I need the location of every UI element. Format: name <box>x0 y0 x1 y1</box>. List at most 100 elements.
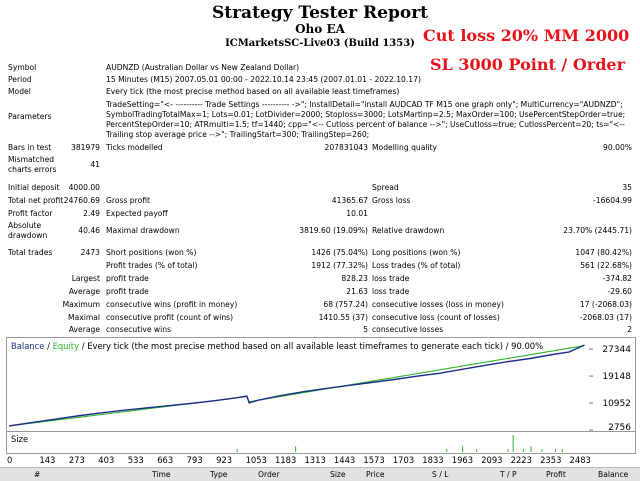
ltrades-label: Loss trades (% of total) <box>372 261 461 270</box>
x-tick-label: 663 <box>157 455 174 465</box>
mxl-label: consecutive loss (count of losses) <box>372 313 500 322</box>
mismatch-value: 41 <box>90 160 100 169</box>
chart-legend: Balance / Equity / Every tick (the most … <box>11 341 543 351</box>
size-bar <box>446 449 448 452</box>
grossloss-value: -16604.99 <box>593 196 632 205</box>
symbol-value: AUDNZD (Australian Dollar vs New Zealand… <box>106 63 300 72</box>
mcl-label: consecutive losses (loss in money) <box>372 300 504 309</box>
x-tick-label: 1053 <box>245 455 267 465</box>
lprofit-label: profit trade <box>106 274 149 283</box>
x-tick-label: 273 <box>68 455 85 465</box>
server-name: ICMarketsSC-Live03 (Build 1353) <box>225 38 415 49</box>
size-bar <box>236 449 238 452</box>
short-value: 1426 (75.04%) <box>311 248 368 257</box>
x-tick-label: 1443 <box>333 455 356 465</box>
col-tp: T / P <box>500 470 517 479</box>
mismatch-label: Mismatched charts errors <box>8 155 57 174</box>
ptrades-label: Profit trades (% of total) <box>106 261 198 270</box>
series-line-balance <box>8 344 585 427</box>
average2-label: Average <box>68 325 100 334</box>
short-label: Short positions (won %) <box>106 248 197 257</box>
ltrades-value: 561 (22.68%) <box>580 261 632 270</box>
deposit-label: Initial deposit <box>8 183 60 192</box>
size-bar <box>522 449 524 452</box>
aloss-value: -29.60 <box>607 287 632 296</box>
spread-label: Spread <box>372 183 399 192</box>
spread-value: 35 <box>622 183 632 192</box>
legend-balance: Balance <box>11 341 45 351</box>
acl-label: consecutive losses <box>372 325 444 334</box>
aprofit-value: 21.63 <box>346 287 368 296</box>
lloss-value: -374.82 <box>602 274 632 283</box>
col-order: Order <box>258 470 280 479</box>
bars-value: 381979 <box>71 143 100 152</box>
size-chart-svg <box>236 435 563 452</box>
balance-chart-svg: 27344 19148 10952 2756 <box>8 344 631 433</box>
mcl-value: 17 (-2068.03) <box>579 300 632 309</box>
acw-label: consecutive wins <box>106 325 172 334</box>
x-tick-label: 0 <box>7 455 13 465</box>
x-tick-label: 1573 <box>363 455 385 465</box>
x-tick-label: 923 <box>216 455 233 465</box>
x-tick-label: 1183 <box>275 455 297 465</box>
legend-sep: / <box>44 341 53 351</box>
size-label: Size <box>11 434 29 444</box>
size-bar <box>512 435 514 452</box>
ticks-label: Ticks modelled <box>106 143 163 152</box>
col-size: Size <box>330 470 346 479</box>
mxp-label: consecutive profit (count of wins) <box>106 313 234 322</box>
y-tick-label: 10952 <box>602 399 631 409</box>
absdd-value: 40.46 <box>78 226 100 235</box>
trades-label: Total trades <box>8 248 53 257</box>
reldd-label: Relative drawdown <box>372 226 445 235</box>
annotation-cutloss: Cut loss 20% MM 2000 <box>423 26 630 45</box>
grossprofit-label: Gross profit <box>106 196 150 205</box>
lprofit-value: 828.23 <box>341 274 368 283</box>
col-profit: Profit <box>546 470 566 479</box>
y-tick-label: 19148 <box>602 372 631 382</box>
long-label: Long positions (won %) <box>372 248 461 257</box>
x-tick-label: 143 <box>39 455 56 465</box>
mxl-value: -2068.03 (17) <box>579 313 632 322</box>
expert-name: Oho EA <box>295 22 345 36</box>
size-bar <box>295 446 297 452</box>
ticks-value: 207831043 <box>324 143 368 152</box>
trades-value: 2473 <box>80 248 100 257</box>
x-tick-label: 1703 <box>392 455 415 465</box>
payoff-label: Expected payoff <box>106 209 168 218</box>
orders-table-header: # Time Type Order Size Price S / L T / P… <box>0 467 640 481</box>
col-number: # <box>34 470 41 479</box>
acl-value: 2 <box>627 325 632 334</box>
annotation-sl: SL 3000 Point / Order <box>430 55 625 74</box>
report-title: Strategy Tester Report <box>211 3 429 23</box>
pf-value: 2.49 <box>83 209 100 218</box>
y-tick-label: 2756 <box>608 423 631 432</box>
mcw-label: consecutive wins (profit in money) <box>106 300 238 309</box>
x-tick-label: 793 <box>186 455 203 465</box>
grossloss-label: Gross loss <box>372 196 411 205</box>
maximum-label: Maximum <box>62 300 100 309</box>
grossprofit-value: 41365.67 <box>331 196 368 205</box>
aloss-label: loss trade <box>372 287 410 296</box>
payoff-value: 10.01 <box>346 209 368 218</box>
lloss-label: loss trade <box>372 274 410 283</box>
ptrades-value: 1912 (77.32%) <box>311 261 368 270</box>
legend-equity: Equity <box>52 341 80 351</box>
netprofit-value: 24760.69 <box>63 196 100 205</box>
model-label: Model <box>8 87 31 96</box>
parameters-value: TradeSetting="<- ---------- Trade Settin… <box>106 100 626 139</box>
col-type: Type <box>210 470 228 479</box>
bars-label: Bars in test <box>8 143 52 152</box>
model-value: Every tick (the most precise method base… <box>106 87 400 96</box>
acw-value: 5 <box>363 325 368 334</box>
x-tick-label: 2483 <box>569 455 591 465</box>
balance-chart: 27344 19148 10952 2756 Balance / Equity / E… <box>6 337 636 433</box>
x-tick-label: 533 <box>127 455 144 465</box>
maximal-label: Maximal <box>68 313 100 322</box>
col-time: Time <box>152 470 171 479</box>
average-label: Average <box>68 287 100 296</box>
size-chart: Size <box>6 431 636 454</box>
quality-label: Modelling quality <box>372 143 438 152</box>
deposit-value: 4000.00 <box>68 183 100 192</box>
x-axis: 0 143 273 403 533 663 793 923 1053 1183 1313 1443 15… <box>6 454 634 466</box>
